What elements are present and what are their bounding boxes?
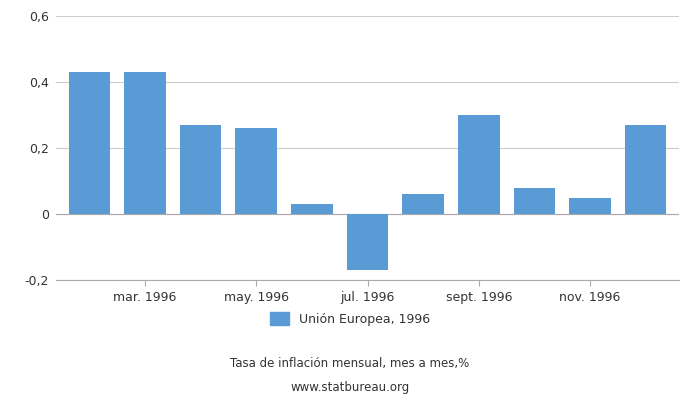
Bar [291, 204, 332, 214]
Legend: Unión Europea, 1996: Unión Europea, 1996 [270, 312, 430, 326]
Bar [180, 125, 221, 214]
Bar [458, 115, 500, 214]
Bar [514, 188, 555, 214]
Bar [625, 125, 666, 214]
Bar [124, 72, 166, 214]
Text: www.statbureau.org: www.statbureau.org [290, 382, 410, 394]
Bar [402, 194, 444, 214]
Bar [69, 72, 110, 214]
Bar [235, 128, 277, 214]
Bar [346, 214, 389, 270]
Bar [569, 198, 611, 214]
Text: Tasa de inflación mensual, mes a mes,%: Tasa de inflación mensual, mes a mes,% [230, 358, 470, 370]
